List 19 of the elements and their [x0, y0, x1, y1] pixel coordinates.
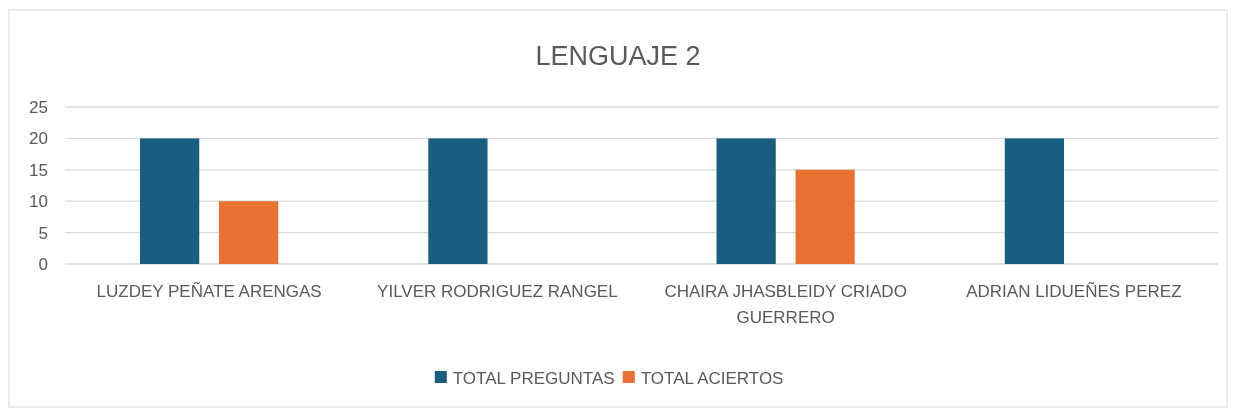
x-tick-label: CHAIRA JHASBLEIDY CRIADO GUERRERO — [664, 282, 907, 327]
y-tick-label: 10 — [29, 192, 48, 212]
legend-label: TOTAL PREGUNTAS — [452, 368, 615, 388]
chart-title: LENGUAJE 2 — [535, 41, 701, 71]
x-tick-label: ADRIAN LIDUEÑES PEREZ — [966, 282, 1182, 301]
bar — [219, 201, 279, 264]
y-tick-label: 0 — [38, 254, 48, 274]
y-tick-label: 25 — [29, 97, 48, 117]
y-tick-label: 20 — [29, 129, 48, 149]
bar — [428, 138, 488, 264]
bar — [1004, 138, 1064, 264]
legend-label: TOTAL ACIERTOS — [640, 368, 784, 388]
x-tick-label: LUZDEY PEÑATE ARENGAS — [96, 282, 322, 301]
x-tick-label: YILVER RODRIGUEZ RANGEL — [377, 282, 618, 301]
bar — [795, 169, 855, 264]
y-tick-label: 15 — [29, 160, 48, 180]
bar — [716, 138, 776, 264]
bar — [140, 138, 200, 264]
y-tick-label: 5 — [38, 223, 48, 243]
